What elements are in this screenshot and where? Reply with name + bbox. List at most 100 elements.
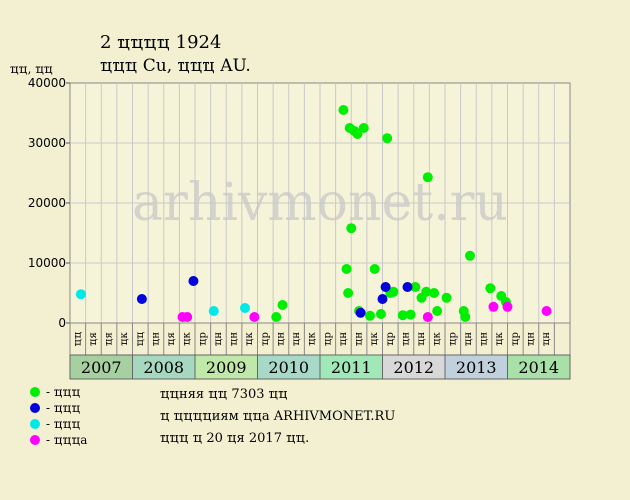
year-label: 2012 <box>393 358 434 377</box>
quarter-label: ҵк <box>244 331 255 345</box>
y-ticks: 0 10000 20000 30000 40000 <box>28 76 70 330</box>
quarter-label: ҵр <box>385 332 396 346</box>
legend-label-3: - ҵҵҵ <box>46 417 81 431</box>
quarter-label: ҵк <box>119 331 130 345</box>
data-point-1 <box>346 223 357 234</box>
data-point-1 <box>271 312 282 322</box>
quarter-label: ҵн <box>213 332 224 346</box>
data-point-3 <box>240 303 250 313</box>
data-point-3 <box>208 306 219 316</box>
data-point-1 <box>432 306 443 316</box>
note-line-2: ҵ ҵҵҵҵиям ҵҵа ARHIVMONET.RU <box>160 409 396 424</box>
year-label: 2007 <box>81 358 122 377</box>
year-label: 2009 <box>206 358 247 377</box>
quarter-label: ҵн <box>275 332 286 346</box>
y-tick-label: 20000 <box>28 196 66 210</box>
y-tick-label: 0 <box>58 316 66 330</box>
quarter-label: ҵя <box>88 332 99 346</box>
quarter-label: ҵр <box>260 332 271 346</box>
quarter-label: ҵк <box>494 331 505 345</box>
year-label: 2008 <box>143 358 184 377</box>
legend-swatch-2 <box>30 403 40 413</box>
data-point-1 <box>422 172 433 183</box>
year-label: 2010 <box>268 358 309 377</box>
year-band <box>382 354 446 380</box>
legend-swatch-4 <box>30 435 40 445</box>
data-point-2 <box>355 307 366 318</box>
data-point-1 <box>405 309 416 320</box>
data-point-1 <box>485 283 496 294</box>
y-tick-label: 40000 <box>28 76 66 90</box>
y-axis-label: ҵҵ, ҵҵ <box>10 62 53 76</box>
quarter-label: ҵя <box>104 332 115 346</box>
year-label: 2013 <box>456 358 497 377</box>
data-point-1 <box>429 288 440 298</box>
quarter-label: ҵр <box>447 332 458 346</box>
y-tick-label: 10000 <box>28 256 66 270</box>
data-point-1 <box>397 310 408 321</box>
data-point-1 <box>277 300 288 310</box>
quarter-label: ҵр <box>197 332 208 346</box>
chart-title: 2 ҵҵҵҵ 1924 <box>100 32 222 53</box>
year-bands: 2007 2008 2009 2010 2011 2012 2013 2014 <box>69 354 571 380</box>
quarter-label: ҵк <box>432 331 443 345</box>
quarter-label: ҵҵ <box>72 332 83 347</box>
quarter-label: ҵр <box>322 332 333 346</box>
data-point-2 <box>402 282 413 292</box>
y-tick-label: 30000 <box>28 136 66 150</box>
year-label: 2011 <box>331 358 372 377</box>
legend-label-2: - ҵҵҵ <box>46 401 81 415</box>
quarter-label: ҵн <box>338 332 349 346</box>
quarter-label: ҵр <box>510 332 521 346</box>
quarter-label: ҵн <box>541 332 552 346</box>
legend-swatch-1 <box>30 387 40 397</box>
data-point-4 <box>541 306 552 316</box>
data-point-4 <box>182 312 193 322</box>
data-point-2 <box>188 276 199 286</box>
quarter-label: ҵҵ <box>135 332 146 347</box>
quarter-label: ҵн <box>463 332 474 346</box>
quarter-label: ҵн <box>150 332 161 346</box>
data-point-2 <box>377 294 388 304</box>
quarter-label: ҵн <box>229 332 240 346</box>
data-point-4 <box>422 312 433 322</box>
legend-swatch-3 <box>30 419 40 429</box>
quarter-label: ҵя <box>166 332 177 346</box>
year-label: 2014 <box>518 358 559 377</box>
data-points <box>75 105 552 322</box>
data-point-1 <box>441 292 452 303</box>
data-point-1 <box>365 310 375 321</box>
data-point-1 <box>465 250 475 261</box>
quarter-label: ҵн <box>400 332 411 346</box>
data-point-1 <box>388 286 399 297</box>
grid <box>70 83 570 323</box>
data-point-1 <box>369 264 380 274</box>
chart-subtitle: ҵҵҵ Cu, ҵҵҵ AU. <box>100 56 251 76</box>
data-point-1 <box>343 288 354 298</box>
year-band <box>319 354 383 380</box>
quarter-label: ҵк <box>182 331 193 345</box>
data-point-2 <box>136 294 147 304</box>
data-point-1 <box>341 264 352 274</box>
note-line-3: ҵҵҵ ҵ 20 ҵя 2017 ҵҵ. <box>160 431 310 446</box>
quarter-label: ҵн <box>416 332 427 346</box>
data-point-1 <box>352 129 363 139</box>
data-point-1 <box>421 286 432 297</box>
watermark: arhivmonet.ru <box>132 173 508 233</box>
data-point-4 <box>488 301 499 312</box>
quarter-label: ҵн <box>354 332 365 346</box>
quarter-labels: ҵҵ ҵя ҵя ҵк ҵҵ ҵн ҵя ҵк ҵр ҵн ҵн ҵк ҵр ҵн ҵн ҵк ҵр ҵн ҵн ҵк… <box>69 322 571 356</box>
quarter-label: ҵк <box>369 331 380 345</box>
data-point-1 <box>410 282 421 292</box>
data-point-4 <box>502 301 513 312</box>
year-band <box>132 354 196 380</box>
note-line-1: ҵҵняя ҵҵ 7303 ҵҵ <box>160 387 288 402</box>
data-point-4 <box>249 312 260 322</box>
data-point-1 <box>338 105 349 115</box>
legend-label-4: - ҵҵҵа <box>46 433 88 447</box>
data-point-1 <box>358 123 369 133</box>
notes: ҵҵняя ҵҵ 7303 ҵҵ ҵ ҵҵҵҵиям ҵҵа ARHIVMONE… <box>160 384 395 450</box>
legend-label-1: - ҵҵҵ <box>46 385 81 399</box>
data-point-1 <box>375 309 386 319</box>
